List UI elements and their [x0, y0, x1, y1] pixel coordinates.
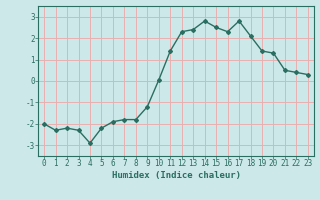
- X-axis label: Humidex (Indice chaleur): Humidex (Indice chaleur): [111, 171, 241, 180]
